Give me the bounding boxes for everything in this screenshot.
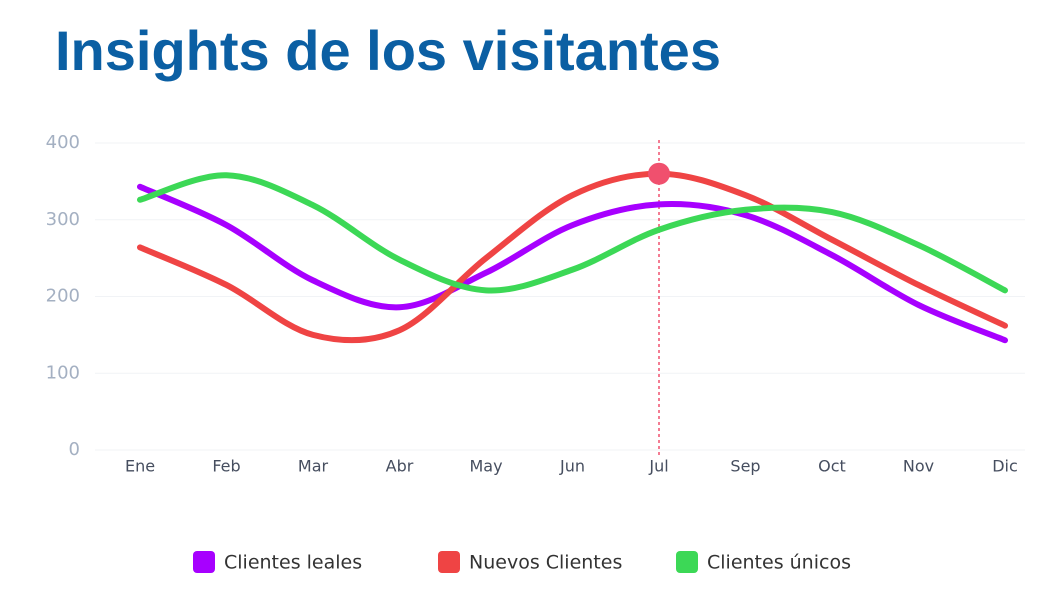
- highlight-point: [648, 162, 670, 185]
- x-tick-label: Sep: [730, 457, 760, 476]
- x-tick-label: Mar: [298, 457, 329, 476]
- series-line: [137, 170, 1008, 344]
- y-tick-label: 300: [46, 209, 80, 230]
- x-tick-label: Ene: [125, 457, 155, 476]
- legend-swatch: [438, 551, 460, 573]
- legend-swatch: [193, 551, 215, 573]
- y-tick-label: 100: [46, 362, 80, 383]
- x-tick-label: Feb: [212, 457, 240, 476]
- x-tick-label: Jul: [648, 457, 668, 476]
- series-line: [137, 172, 1008, 294]
- x-tick-label: Nov: [903, 457, 934, 476]
- legend-label: Nuevos Clientes: [469, 552, 622, 574]
- chart-title: Insights de los visitantes: [55, 19, 721, 82]
- legend-label: Clientes únicos: [707, 552, 851, 574]
- series-line: [137, 183, 1008, 344]
- x-tick-label: Jun: [559, 457, 585, 476]
- y-tick-label: 200: [46, 286, 80, 307]
- legend-label: Clientes leales: [224, 552, 362, 574]
- y-tick-label: 0: [69, 439, 80, 460]
- y-tick-label: 400: [46, 132, 80, 153]
- x-tick-label: Dic: [992, 457, 1018, 476]
- x-tick-label: Oct: [818, 457, 846, 476]
- legend-swatch: [676, 551, 698, 573]
- x-tick-label: May: [469, 457, 502, 476]
- x-tick-label: Abr: [386, 457, 414, 476]
